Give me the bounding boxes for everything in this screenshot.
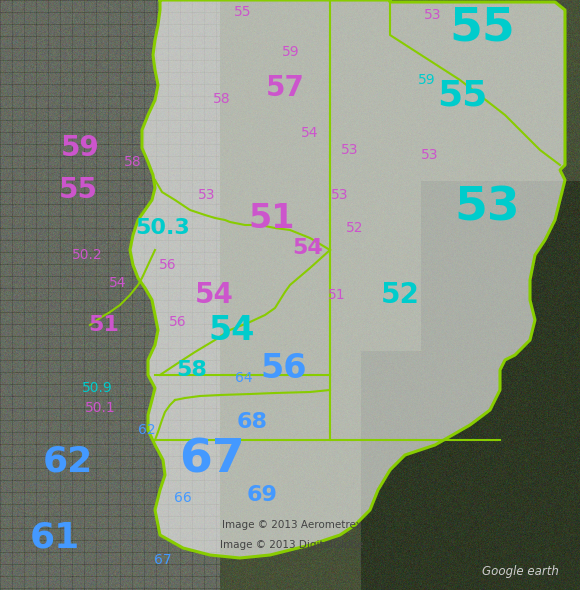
Text: 54: 54 — [209, 313, 255, 346]
Text: 52: 52 — [346, 221, 364, 235]
Text: 59: 59 — [418, 73, 436, 87]
Text: 59: 59 — [61, 134, 99, 162]
Text: 51: 51 — [89, 315, 119, 335]
Text: 64: 64 — [235, 371, 253, 385]
Text: 55: 55 — [59, 176, 97, 204]
Text: 66: 66 — [174, 491, 192, 505]
Text: 67: 67 — [154, 553, 172, 567]
Text: Google earth: Google earth — [481, 565, 559, 579]
Text: 54: 54 — [194, 281, 233, 309]
Text: 50.3: 50.3 — [136, 218, 190, 238]
Text: 53: 53 — [198, 188, 216, 202]
Text: 53: 53 — [341, 143, 359, 157]
Text: 55: 55 — [449, 5, 515, 51]
Text: 58: 58 — [176, 360, 208, 380]
Text: 61: 61 — [30, 521, 80, 555]
Text: 58: 58 — [213, 92, 231, 106]
Text: 54: 54 — [109, 276, 127, 290]
Text: 62: 62 — [138, 423, 156, 437]
Text: 67: 67 — [179, 438, 245, 483]
Text: 55: 55 — [437, 78, 487, 112]
Text: 56: 56 — [169, 315, 187, 329]
Text: 51: 51 — [328, 288, 346, 302]
Text: 50.9: 50.9 — [82, 381, 113, 395]
Text: 53: 53 — [424, 8, 442, 22]
Text: 58: 58 — [124, 155, 142, 169]
Text: 51: 51 — [249, 202, 295, 234]
Text: 53: 53 — [331, 188, 349, 202]
Text: 57: 57 — [266, 74, 304, 102]
Text: 56: 56 — [261, 352, 307, 385]
Text: 56: 56 — [159, 258, 177, 272]
Text: Image © 2013 DigitalGlobe: Image © 2013 DigitalGlobe — [220, 540, 364, 550]
Text: 68: 68 — [237, 412, 267, 432]
Text: 52: 52 — [380, 281, 419, 309]
Text: 62: 62 — [43, 445, 93, 479]
Text: 50.1: 50.1 — [85, 401, 115, 415]
Text: 55: 55 — [234, 5, 252, 19]
Text: Image © 2013 Aerometrex: Image © 2013 Aerometrex — [222, 520, 362, 530]
Text: 54: 54 — [293, 238, 324, 258]
Text: 50.2: 50.2 — [72, 248, 102, 262]
Text: 59: 59 — [282, 45, 300, 59]
Text: 53: 53 — [454, 185, 520, 231]
Text: 54: 54 — [301, 126, 319, 140]
Polygon shape — [130, 0, 565, 558]
Text: 69: 69 — [246, 485, 277, 505]
Text: 53: 53 — [421, 148, 438, 162]
